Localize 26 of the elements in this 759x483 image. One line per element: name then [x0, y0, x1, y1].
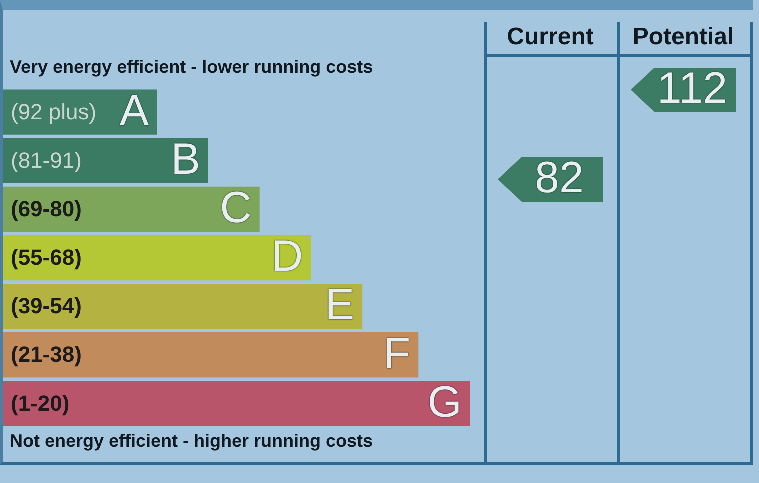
bar	[3, 138, 208, 184]
bar	[3, 186, 260, 232]
annotation: G	[428, 378, 462, 427]
annotation: E	[325, 280, 355, 330]
annotation: A	[120, 86, 150, 136]
bar	[3, 235, 312, 281]
text: 112	[657, 64, 728, 114]
y-tick-label: (39-54)	[11, 294, 82, 319]
annotation: C	[220, 184, 252, 233]
annotation: D	[271, 232, 304, 282]
y-tick-label: (55-68)	[11, 245, 82, 270]
bar	[3, 332, 419, 378]
text: 82	[535, 154, 584, 203]
bar	[3, 381, 470, 426]
text: Not energy efficient - higher running costs	[10, 430, 374, 451]
y-tick-label: (69-80)	[11, 196, 82, 222]
annotation: B	[171, 135, 200, 184]
bar	[3, 284, 363, 330]
y-tick-label: (92 plus)	[11, 99, 97, 124]
y-tick-label: (21-38)	[11, 342, 82, 368]
y-tick-label: (81-91)	[11, 148, 82, 173]
text: Potential	[632, 24, 734, 51]
y-tick-label: (1-20)	[11, 390, 70, 416]
text: Very energy efficient - lower running costs	[10, 56, 374, 77]
annotation: F	[384, 329, 411, 378]
text: Current	[507, 24, 594, 51]
